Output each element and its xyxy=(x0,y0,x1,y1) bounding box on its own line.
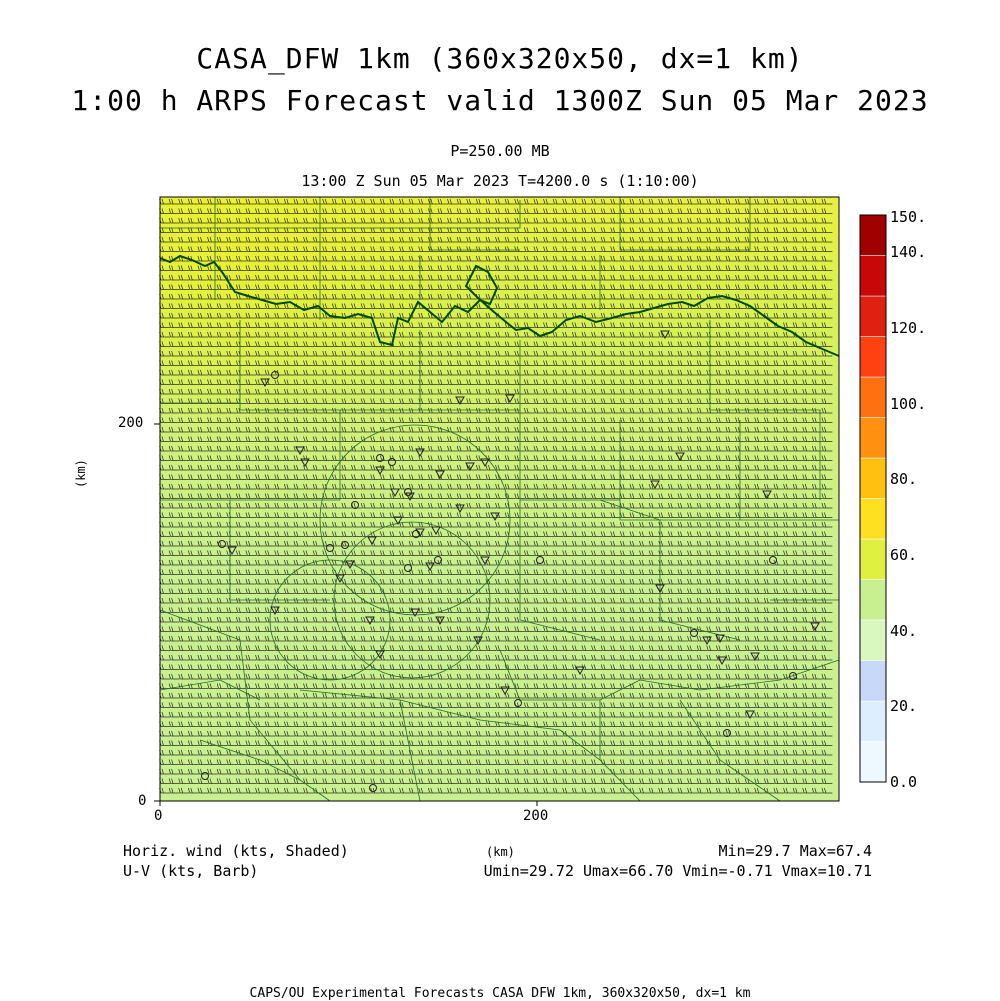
map-panel xyxy=(154,196,840,806)
colorbar-label: 100. xyxy=(890,395,927,413)
colorbar-label: 140. xyxy=(890,243,927,261)
uv-stats: Umin=29.72 Umax=66.70 Vmin=-0.71 Vmax=10… xyxy=(483,862,872,880)
colorbar-segment xyxy=(859,255,887,297)
x-tick-200: 200 xyxy=(523,808,549,824)
colorbar-segment xyxy=(859,336,887,378)
colorbar-segment xyxy=(859,660,887,702)
colorbar-label: 0.0 xyxy=(890,773,918,791)
y-axis-label: (km) xyxy=(74,459,88,488)
map-frame xyxy=(159,196,840,802)
colorbar xyxy=(859,214,887,783)
axis-ticks xyxy=(154,423,538,806)
colorbar-segment xyxy=(859,417,887,459)
colorbar-segment xyxy=(859,741,887,783)
barb-variable-label: U-V (kts, Barb) xyxy=(123,862,259,880)
colorbar-label: 60. xyxy=(890,546,918,564)
wind-max-region xyxy=(160,197,839,801)
colorbar-segment xyxy=(859,457,887,499)
valid-time: 13:00 Z Sun 05 Mar 2023 T=4200.0 s (1:10… xyxy=(301,172,699,190)
x-tick-0: 0 xyxy=(154,808,163,824)
colorbar-label: 120. xyxy=(890,319,927,337)
colorbar-segment xyxy=(859,295,887,337)
pressure-level: P=250.00 MB xyxy=(450,142,550,160)
colorbar-label: 20. xyxy=(890,697,918,715)
observation-sites xyxy=(201,330,820,792)
wind-barbs xyxy=(159,198,833,794)
colorbar-segment xyxy=(859,538,887,580)
plot-title-line2: 1:00 h ARPS Forecast valid 1300Z Sun 05 … xyxy=(71,84,929,117)
red-river-boundary xyxy=(159,254,840,357)
colorbar-label: 150. xyxy=(890,208,927,226)
colorbar-label: 40. xyxy=(890,622,918,640)
colorbar-label: 80. xyxy=(890,470,918,488)
plot-title-line1: CASA_DFW 1km (360x320x50, dx=1 km) xyxy=(196,42,804,75)
y-tick-0: 0 xyxy=(138,793,147,809)
colorbar-segment xyxy=(859,700,887,742)
county-boundaries xyxy=(159,197,840,802)
y-tick-200: 200 xyxy=(118,415,144,431)
min-max-stats: Min=29.7 Max=67.4 xyxy=(718,842,872,860)
colorbar-segment xyxy=(859,619,887,661)
colorbar-segment xyxy=(859,579,887,621)
colorbar-segment xyxy=(859,498,887,540)
x-axis-label: (km) xyxy=(486,845,515,859)
footer-credit: CAPS/OU Experimental Forecasts CASA DFW … xyxy=(249,986,751,1001)
shaded-variable-label: Horiz. wind (kts, Shaded) xyxy=(123,842,349,860)
colorbar-segment xyxy=(859,376,887,418)
colorbar-segment xyxy=(859,214,887,256)
colorbar-frame xyxy=(859,214,887,783)
